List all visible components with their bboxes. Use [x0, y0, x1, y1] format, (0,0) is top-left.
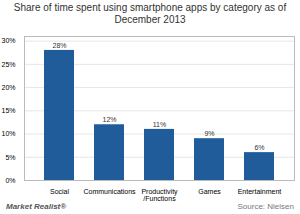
html-text:Share of time spent using smar: Share of time spent using smartphone app… [13, 2, 287, 25]
svg-text:Social: Social [50, 188, 70, 195]
svg-text:5%: 5% [5, 154, 15, 161]
html-text:Market Realist®: Market Realist® [6, 202, 67, 211]
svg-text:15%: 15% [1, 107, 15, 114]
svg-text:Communications: Communications [83, 188, 136, 195]
svg-text:25%: 25% [1, 61, 15, 68]
svg-text:0%: 0% [5, 177, 15, 184]
html-text:Source: Nielsen: Source: Nielsen [237, 202, 294, 211]
svg-text:20%: 20% [1, 84, 15, 91]
svg-text:9%: 9% [204, 130, 214, 137]
svg-text:12%: 12% [102, 116, 116, 123]
svg-text:6%: 6% [254, 144, 264, 151]
svg-text:11%: 11% [153, 121, 167, 128]
svg-text:Games: Games [198, 188, 221, 195]
svg-text:28%: 28% [52, 42, 66, 49]
svg-text:30%: 30% [1, 37, 15, 44]
svg-text:Entertainment: Entertainment [238, 188, 282, 195]
svg-text:Productivity/Functions: Productivity/Functions [141, 188, 178, 202]
svg-text:10%: 10% [1, 130, 15, 137]
